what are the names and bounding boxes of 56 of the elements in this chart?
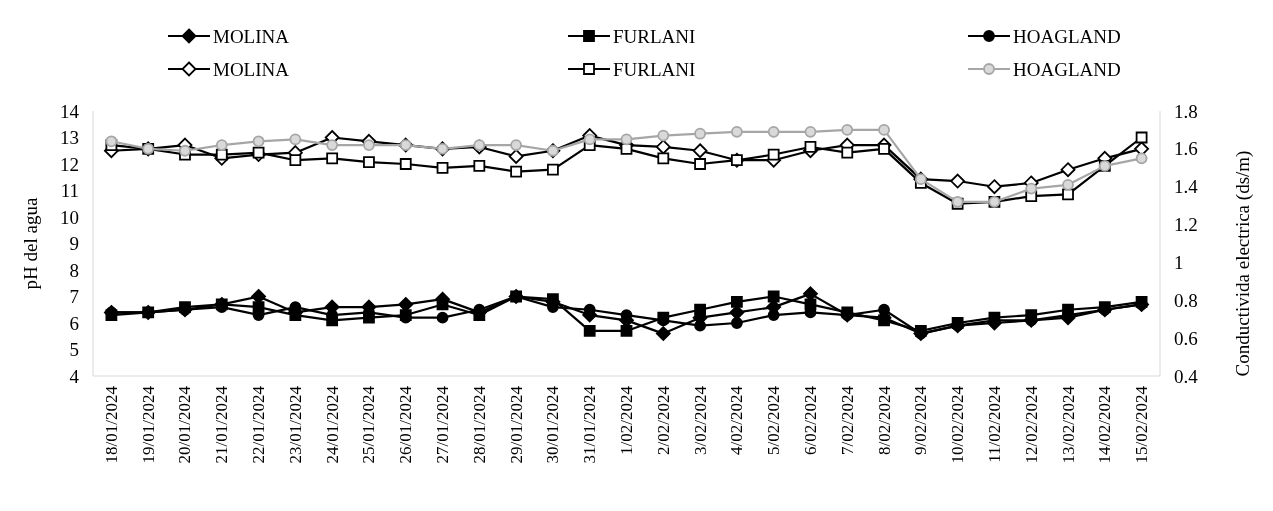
y-tick-label: 6 [69, 312, 79, 334]
x-tick-label: 13/02/2024 [1058, 385, 1078, 464]
legend-label: HOAGLAND [1013, 58, 1121, 80]
y-tick-label: 5 [69, 339, 79, 360]
legend-label: FURLANI [613, 58, 696, 80]
x-tick-label: 23/01/2024 [285, 385, 305, 464]
x-tick-label: 15/02/2024 [1132, 385, 1152, 464]
y-tick-label: 10 [60, 206, 79, 228]
x-tick-label: 5/02/2024 [764, 385, 784, 455]
legend-label: HOAGLAND [1013, 25, 1121, 47]
x-tick-label: 1/02/2024 [617, 385, 636, 455]
x-tick-label: 6/02/2024 [800, 385, 820, 455]
x-tick-label: 21/01/2024 [212, 385, 232, 464]
x-tick-label: 25/01/2024 [359, 385, 379, 464]
x-tick-label: 20/01/2024 [175, 385, 195, 464]
legend-label: FURLANI [613, 25, 696, 47]
x-tick-label: 8/02/2024 [874, 385, 894, 455]
x-tick-label: 9/02/2024 [911, 385, 931, 455]
y2-tick-label: 1.4 [1174, 176, 1199, 198]
x-tick-label: 11/02/2024 [984, 385, 1004, 463]
y2-tick-label: 1.6 [1174, 138, 1198, 160]
y2-tick-label: 0.8 [1174, 289, 1198, 311]
x-tick-label: 27/01/2024 [433, 385, 453, 464]
x-tick-label: 14/02/2024 [1095, 385, 1115, 464]
y-tick-label: 7 [69, 286, 79, 307]
y2-tick-label: 0.6 [1174, 327, 1198, 349]
x-tick-label: 30/01/2024 [543, 385, 563, 464]
x-tick-label: 10/02/2024 [948, 385, 968, 464]
legend-label: MOLINA [213, 58, 290, 80]
y-tick-label: 13 [60, 127, 79, 148]
y-axis-title: pH del agua [19, 197, 41, 290]
y2-tick-label: 1.2 [1174, 214, 1198, 236]
legend-label: MOLINA [213, 25, 290, 47]
x-tick-label: 12/02/2024 [1021, 385, 1041, 464]
x-tick-label: 29/01/2024 [506, 385, 526, 464]
x-tick-label: 3/02/2024 [690, 385, 710, 455]
x-tick-label: 26/01/2024 [396, 385, 416, 464]
y2-tick-label: 1 [1174, 251, 1184, 273]
x-tick-label: 2/02/2024 [653, 385, 673, 455]
x-tick-label: 7/02/2024 [837, 385, 857, 455]
x-tick-label: 22/01/2024 [249, 385, 269, 464]
x-tick-label: 31/01/2024 [580, 385, 600, 464]
y2-tick-label: 0.4 [1174, 365, 1199, 387]
y2-tick-label: 1.8 [1174, 100, 1198, 122]
x-tick-label: 28/01/2024 [469, 385, 489, 464]
y-tick-label: 12 [60, 153, 79, 175]
y-tick-label: 11 [60, 180, 79, 201]
y2-axis-title: Conductivida electrica (ds/m) [1231, 150, 1254, 377]
y-tick-label: 4 [69, 365, 80, 387]
x-tick-label: 19/01/2024 [138, 385, 158, 464]
y-tick-label: 14 [60, 100, 80, 122]
x-tick-label: 4/02/2024 [727, 385, 747, 455]
y-tick-label: 9 [69, 233, 79, 254]
x-tick-label: 18/01/2024 [101, 385, 121, 464]
y-tick-label: 8 [69, 259, 79, 281]
x-tick-label: 24/01/2024 [322, 385, 342, 464]
